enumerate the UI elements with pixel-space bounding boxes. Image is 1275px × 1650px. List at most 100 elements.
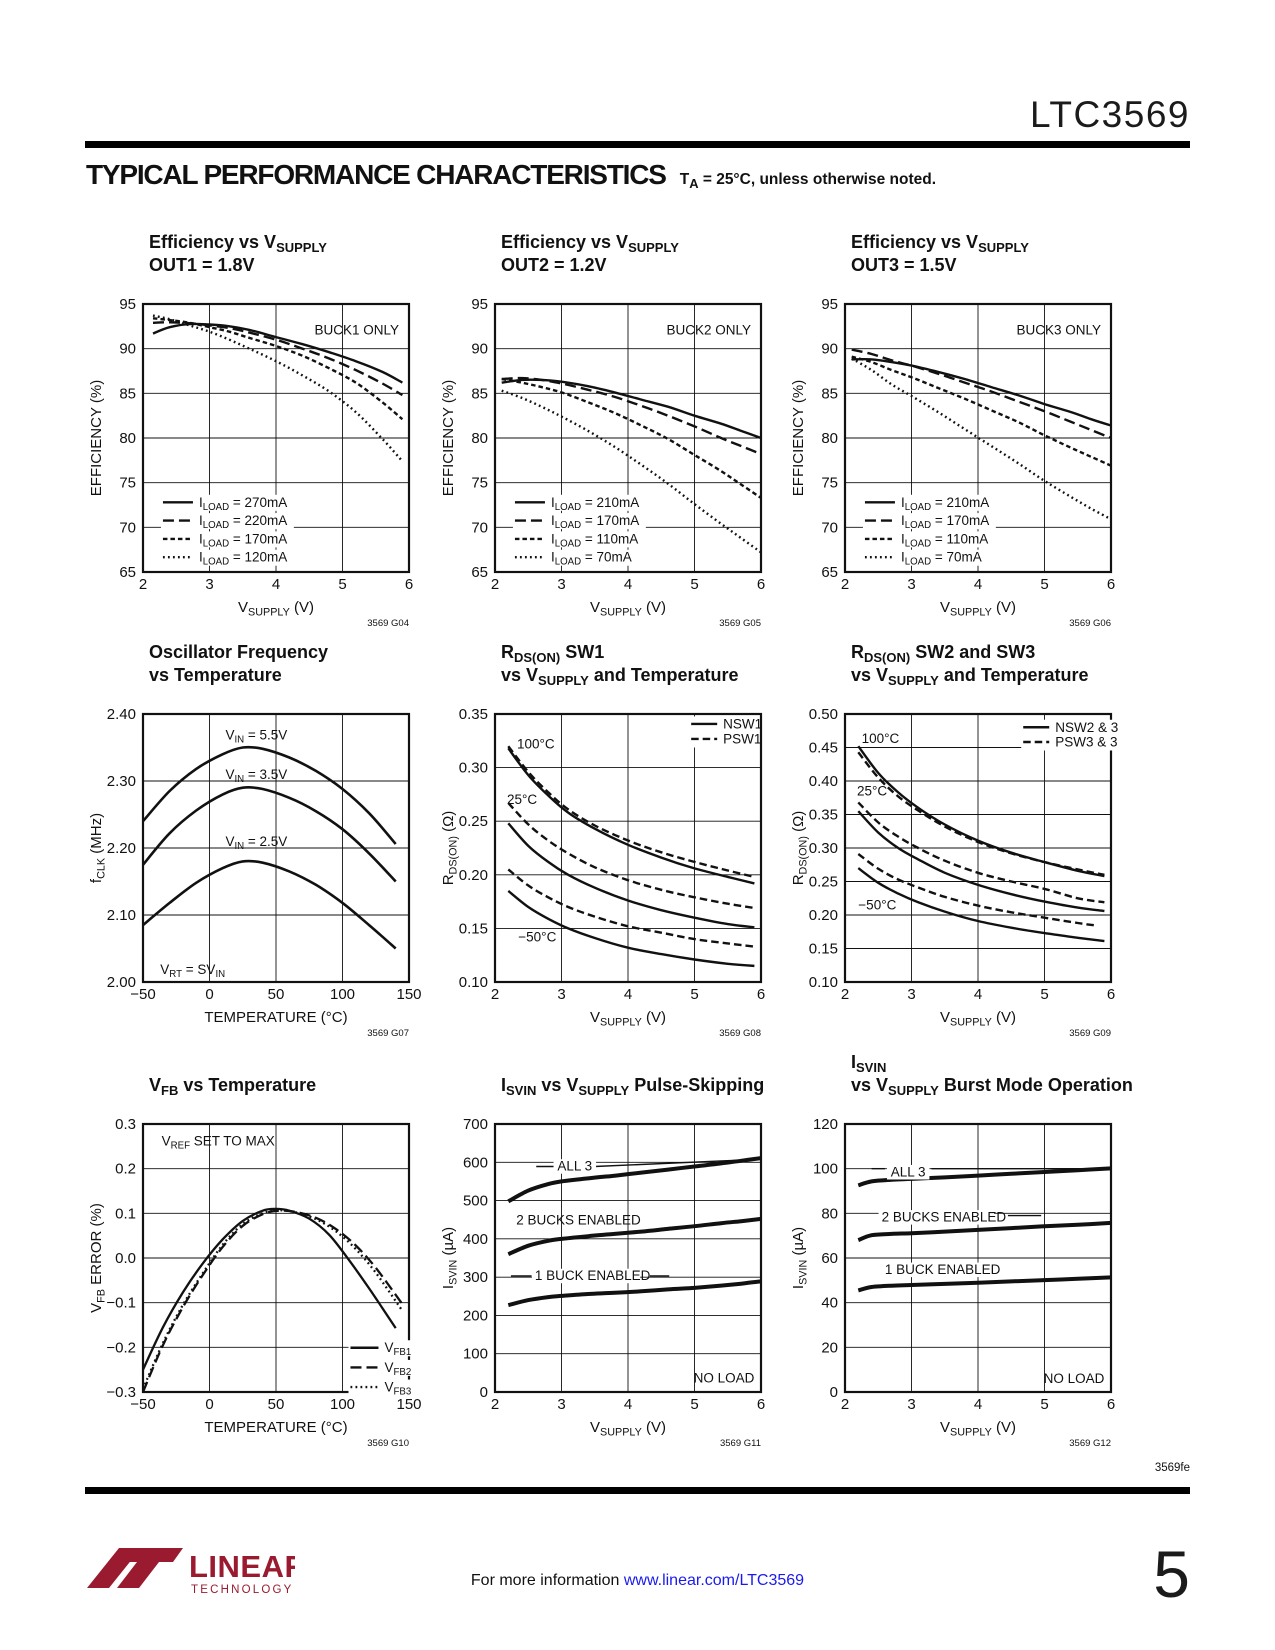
y-tick-label: 0.10 xyxy=(459,974,488,991)
y-tick-label: 100 xyxy=(463,1346,488,1363)
graph-id: 3569 G09 xyxy=(1069,1028,1111,1039)
plot-frame xyxy=(493,1122,763,1394)
y-tick-label: 40 xyxy=(821,1295,838,1312)
curve-psw2-3-25-c xyxy=(857,801,1105,904)
y-tick-label: 0.20 xyxy=(809,907,838,924)
y-tick-label: 0.50 xyxy=(809,706,838,723)
section-title: TYPICAL PERFORMANCE CHARACTERISTICS xyxy=(86,159,667,190)
x-tick-label: 6 xyxy=(757,1396,765,1413)
chart-3569-g09: NSW2 & 3 PSW3 & 3 100°C 25°C −50°C 2 3 4 5 6 0.10 0… xyxy=(787,636,1190,1046)
curve-nsw2-3-50-c xyxy=(857,867,1105,943)
x-tick-label: 100 xyxy=(330,1396,355,1413)
legend-label: ILOAD = 170mA xyxy=(551,513,639,531)
x-tick-label: 2 xyxy=(491,576,499,593)
y-tick-label: 95 xyxy=(119,296,136,313)
x-axis-label: VSUPPLY (V) xyxy=(940,1009,1016,1028)
chart-title-line: Efficiency vs VSUPPLY xyxy=(851,232,1029,255)
x-tick-label: 3 xyxy=(557,576,565,593)
graph-id: 3569 G12 xyxy=(1069,1438,1111,1449)
x-tick-label: 3 xyxy=(907,576,915,593)
annotation: BUCK1 ONLY xyxy=(314,322,399,337)
y-tick-label: 0.30 xyxy=(459,760,488,777)
legend-bg xyxy=(862,494,996,511)
x-tick-label: 4 xyxy=(974,576,982,593)
x-axis-label: VSUPPLY (V) xyxy=(940,599,1016,618)
x-tick-label: 150 xyxy=(396,1396,421,1413)
legend-bg xyxy=(862,549,989,566)
x-tick-label: 6 xyxy=(757,576,765,593)
x-tick-label: 2 xyxy=(491,1396,499,1413)
annotation: 1 BUCK ENABLED xyxy=(885,1262,1001,1277)
curve-vin-3-5v xyxy=(141,785,397,883)
chart-3569-g04: ILOAD = 270mA ILOAD = 220mA ILOAD = 170mA I… xyxy=(85,226,437,636)
y-tick-label: 0 xyxy=(830,1384,838,1401)
y-tick-label: 0.15 xyxy=(809,941,838,958)
curve-vin-5-5v xyxy=(142,745,397,845)
chart-title-line: vs Temperature xyxy=(149,665,282,685)
plot-frame xyxy=(141,1122,411,1394)
chart-title-line: Efficiency vs VSUPPLY xyxy=(501,232,679,255)
y-tick-label: 70 xyxy=(119,519,136,536)
legend-label: ILOAD = 70mA xyxy=(901,550,982,568)
legend: VFB1 VFB2 VFB3 xyxy=(348,1340,414,1398)
y-tick-label: 20 xyxy=(821,1339,838,1356)
y-tick-label: 0 xyxy=(480,1384,488,1401)
y-tick-label: 65 xyxy=(821,564,838,581)
info-link[interactable]: www.linear.com/LTC3569 xyxy=(623,1572,805,1589)
x-tick-label: 5 xyxy=(1040,576,1048,593)
y-tick-label: 0.1 xyxy=(115,1205,136,1222)
graph-id: 3569 G06 xyxy=(1069,618,1111,629)
y-axis-label: EFFICIENCY (%) xyxy=(790,380,807,496)
legend-label: ILOAD = 170mA xyxy=(901,513,989,531)
y-tick-label: 90 xyxy=(821,341,838,358)
x-tick-label: 150 xyxy=(396,986,421,1003)
y-tick-label: 95 xyxy=(821,296,838,313)
x-tick-label: 2 xyxy=(491,986,499,1003)
x-tick-label: 2 xyxy=(841,986,849,1003)
y-tick-label: 300 xyxy=(463,1269,488,1286)
annotation-bg xyxy=(531,1268,641,1284)
legend-bg xyxy=(689,731,753,748)
y-tick-label: 90 xyxy=(471,341,488,358)
y-tick-label: 80 xyxy=(821,430,838,447)
y-tick-label: 0.0 xyxy=(115,1250,136,1267)
legend-label: VFB1 xyxy=(384,1340,411,1358)
legend-bg xyxy=(160,531,294,548)
plot-frame xyxy=(843,1122,1113,1394)
y-tick-label: −0.3 xyxy=(106,1384,136,1401)
curve-vfb3 xyxy=(141,1209,404,1390)
y-tick-label: 85 xyxy=(471,385,488,402)
legend-bg xyxy=(348,1359,414,1376)
curve-nsw2-3-100-c xyxy=(857,745,1105,878)
annotation: 1 BUCK ENABLED xyxy=(535,1268,651,1283)
legend-bg xyxy=(160,549,294,566)
linear-technology-logo: LINEAR TECHNOLOGY xyxy=(87,1548,295,1596)
curve-vfb1 xyxy=(141,1207,397,1371)
y-tick-label: 2.00 xyxy=(107,974,136,991)
y-axis-label: RDS(ON) (Ω) xyxy=(790,811,809,886)
chart-title-line: RDS(ON) SW1 xyxy=(501,642,604,665)
legend-label: VFB2 xyxy=(384,1360,411,1378)
graph-id: 3569 G10 xyxy=(367,1438,409,1449)
legend-bg xyxy=(348,1379,414,1396)
y-tick-label: 100 xyxy=(813,1161,838,1178)
annotation: −50°C xyxy=(858,898,896,913)
x-tick-label: −50 xyxy=(130,986,155,1003)
annotation: −50°C xyxy=(518,929,556,944)
annotation: VREF SET TO MAX xyxy=(162,1133,275,1151)
x-tick-label: 4 xyxy=(974,986,982,1003)
annotation: 100°C xyxy=(517,736,555,751)
y-tick-label: −0.1 xyxy=(106,1295,136,1312)
annotation: 25°C xyxy=(857,784,887,799)
curve-iload-220ma xyxy=(152,321,403,397)
curve-iload-70ma xyxy=(501,389,762,554)
chart-3569-g08: NSW1 PSW1 100°C 25°C −50°C 2 3 4 5 6 0.10 0.15 0.20 0… xyxy=(437,636,787,1046)
x-tick-label: 6 xyxy=(1107,986,1115,1003)
legend-label: NSW1 xyxy=(723,716,762,731)
legend-bg xyxy=(1021,734,1114,751)
section-heading: TYPICAL PERFORMANCE CHARACTERISTICS TA =… xyxy=(86,159,936,191)
